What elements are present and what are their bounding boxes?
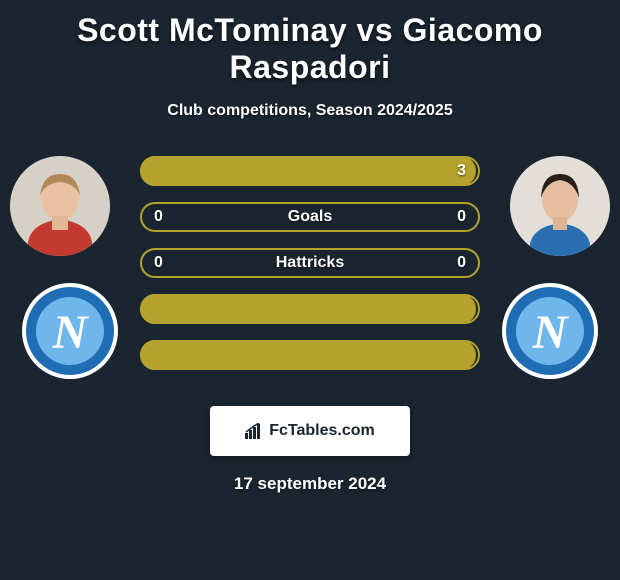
date-line: 17 september 2024 [0, 474, 620, 494]
stat-row: 0 Hattricks 0 [140, 248, 480, 278]
page-title: Scott McTominay vs Giacomo Raspadori [0, 8, 620, 90]
stat-fill-right [140, 340, 476, 370]
stats-area: N N Matches3 0 Goals 0 0 Hattricks 0 Goals per … [0, 156, 620, 396]
player-left-avatar [10, 156, 110, 256]
subtitle: Club competitions, Season 2024/2025 [0, 102, 620, 120]
player-right-avatar [510, 156, 610, 256]
svg-text:N: N [52, 306, 90, 359]
branding-box[interactable]: FcTables.com [210, 406, 410, 456]
stat-row: 0 Goals 0 [140, 202, 480, 232]
stat-fill-right [140, 156, 476, 186]
stat-label: Hattricks [276, 254, 344, 272]
stat-row: Matches3 [140, 156, 480, 186]
stat-value-right: 0 [457, 208, 466, 226]
stat-row: Min per goal [140, 340, 480, 370]
comparison-card: Scott McTominay vs Giacomo Raspadori Clu… [0, 0, 620, 494]
stat-value-left: 0 [154, 208, 163, 226]
stat-fill-right [140, 294, 476, 324]
stat-label: Goals [288, 208, 332, 226]
player-left-club-badge: N [20, 281, 120, 381]
stat-value-right: 0 [457, 254, 466, 272]
svg-text:N: N [532, 306, 570, 359]
stat-value-left: 0 [154, 254, 163, 272]
stat-rows: Matches3 0 Goals 0 0 Hattricks 0 Goals per matc… [140, 156, 480, 386]
branding-label: FcTables.com [269, 422, 375, 440]
stat-row: Goals per match [140, 294, 480, 324]
player-right-club-badge: N [500, 281, 600, 381]
stat-value-right: 3 [457, 162, 466, 180]
